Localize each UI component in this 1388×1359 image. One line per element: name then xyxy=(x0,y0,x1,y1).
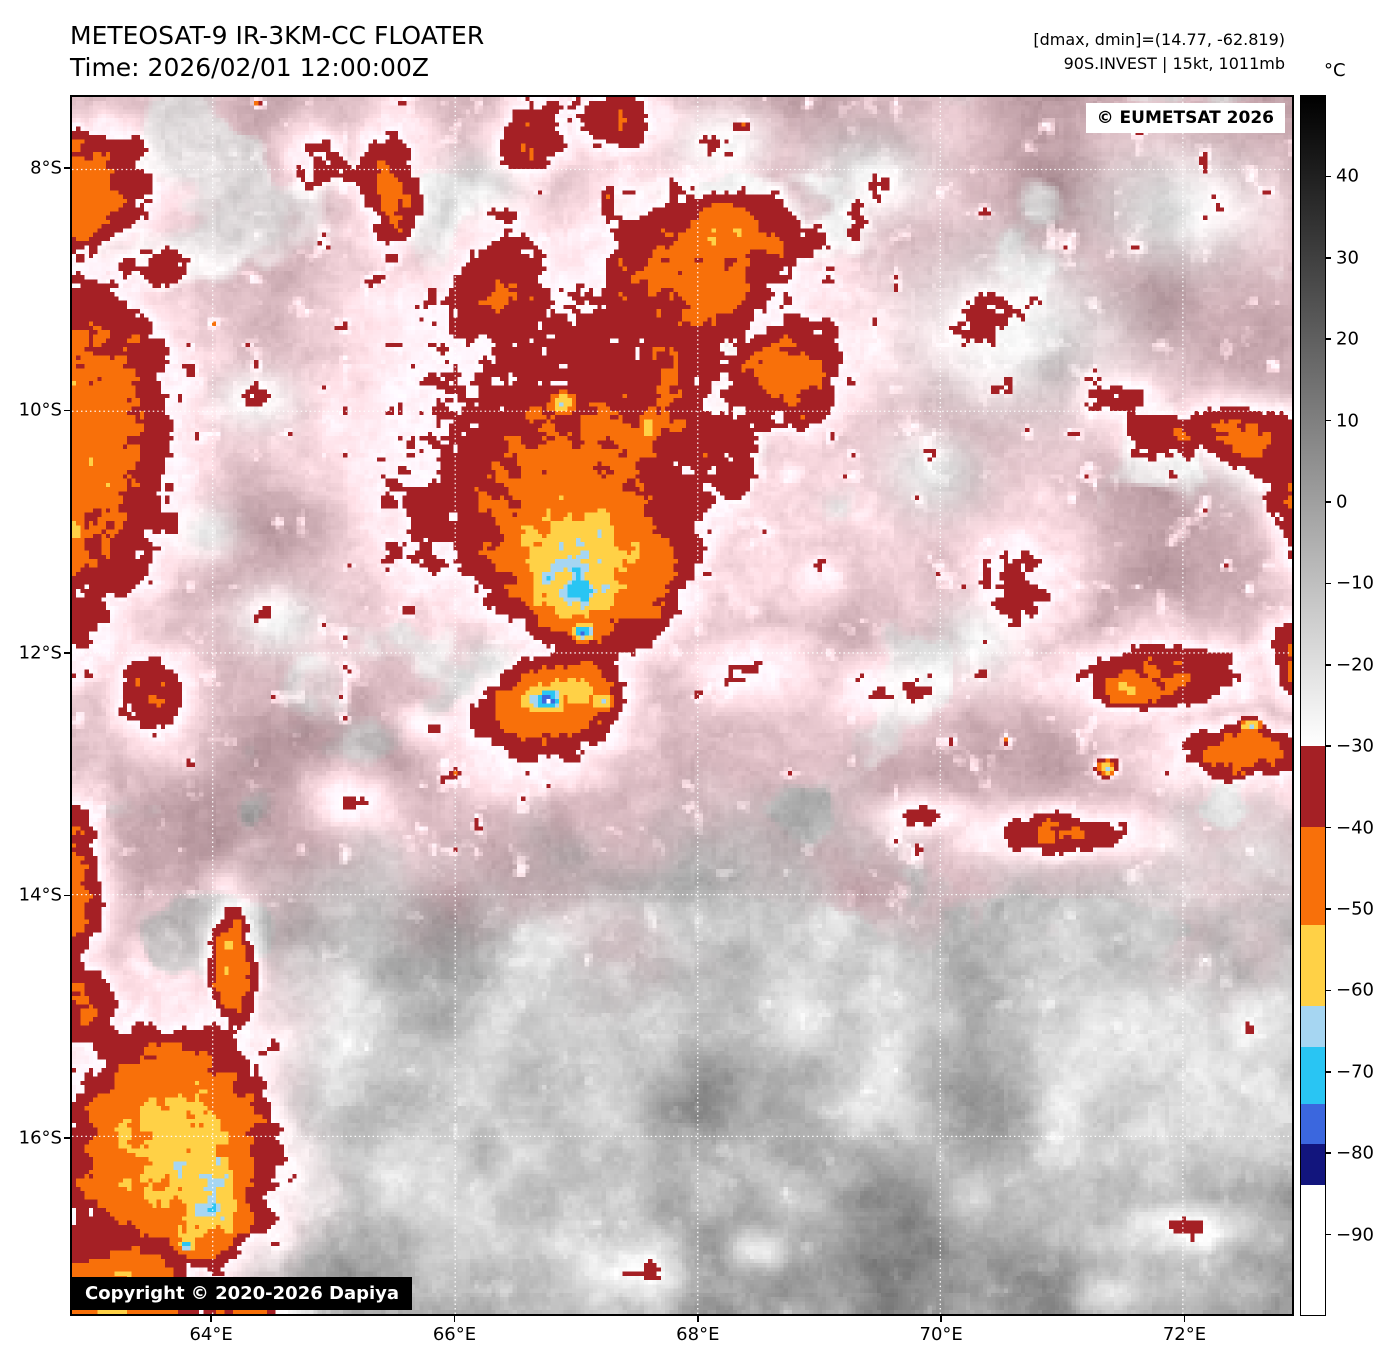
colorbar-tick-label: −30 xyxy=(1336,735,1374,757)
colorbar-tick-mark xyxy=(1326,175,1331,178)
ir-imagery-canvas xyxy=(72,97,1292,1314)
lat-tick-label: 16°S xyxy=(18,1127,62,1149)
lon-tick-mark xyxy=(1183,1316,1186,1322)
colorbar-tick-mark xyxy=(1326,1071,1331,1073)
colorbar-tick-label: −50 xyxy=(1336,898,1374,920)
colorbar-tick-mark xyxy=(1326,908,1331,910)
colorbar-tick-label: −60 xyxy=(1336,979,1374,1001)
lon-tick-label: 72°E xyxy=(1162,1324,1207,1345)
copyright-badge: Copyright © 2020-2026 Dapiya xyxy=(72,1277,413,1310)
lat-tick-mark xyxy=(64,1137,70,1139)
colorbar-segment xyxy=(1301,924,1325,1007)
storm-info-readout: 90S.INVEST | 15kt, 1011mb xyxy=(1063,54,1285,73)
colorbar-tick-label: −70 xyxy=(1336,1061,1374,1083)
lon-tick-mark xyxy=(453,1316,456,1322)
colorbar-tick-label: 20 xyxy=(1336,328,1359,350)
colorbar-tick-mark xyxy=(1326,419,1331,422)
lat-tick-mark xyxy=(64,409,70,411)
colorbar-tick-mark xyxy=(1326,664,1331,666)
eumetsat-credit-badge: © EUMETSAT 2026 xyxy=(1085,103,1285,133)
lat-tick-label: 14°S xyxy=(18,884,62,906)
colorbar-tick-mark xyxy=(1326,826,1331,829)
colorbar-tick-label: 30 xyxy=(1336,247,1359,269)
colorbar-segment xyxy=(1301,1184,1325,1315)
colorbar-segment xyxy=(1301,1144,1325,1185)
lon-tick-label: 66°E xyxy=(432,1324,477,1345)
lon-tick-mark xyxy=(940,1316,942,1322)
colorbar-tick-mark xyxy=(1326,989,1331,992)
colorbar-segment xyxy=(1301,746,1325,828)
lat-tick-label: 12°S xyxy=(18,642,62,664)
colorbar-tick-label: −40 xyxy=(1336,817,1374,839)
colorbar-segment xyxy=(1301,1103,1325,1145)
header-info-block: [dmax, dmin]=(14.77, -62.819) 90S.INVEST… xyxy=(1033,28,1285,76)
lon-tick-label: 64°E xyxy=(189,1324,233,1345)
colorbar-tick-label: 40 xyxy=(1336,165,1359,187)
colorbar-tick-label: 10 xyxy=(1336,410,1359,432)
lon-tick-mark xyxy=(697,1316,699,1322)
lon-tick-label: 70°E xyxy=(919,1324,963,1345)
colorbar-tick-mark xyxy=(1326,582,1331,585)
lon-tick-mark xyxy=(210,1316,212,1322)
title-block: METEOSAT-9 IR-3KM-CC FLOATER Time: 2026/… xyxy=(70,20,484,84)
lat-tick-label: 10°S xyxy=(18,399,62,421)
colorbar-segment xyxy=(1301,1046,1325,1104)
colorbar-tick-label: −10 xyxy=(1336,572,1374,594)
colorbar-unit-label: °C xyxy=(1324,60,1346,81)
lon-tick-label: 68°E xyxy=(676,1324,720,1345)
colorbar-tick-label: −90 xyxy=(1336,1224,1374,1246)
lat-tick-label: 8°S xyxy=(30,157,62,179)
product-time: Time: 2026/02/01 12:00:00Z xyxy=(70,53,429,82)
colorbar-tick-label: −80 xyxy=(1336,1142,1374,1164)
colorbar-tick-mark xyxy=(1326,1152,1331,1154)
colorbar-tick-label: −20 xyxy=(1336,654,1374,676)
colorbar-tick-mark xyxy=(1326,1233,1331,1236)
lat-tick-mark xyxy=(64,167,70,169)
product-title: METEOSAT-9 IR-3KM-CC FLOATER xyxy=(70,21,485,50)
lat-tick-mark xyxy=(64,894,70,896)
colorbar-tick-mark xyxy=(1326,338,1331,340)
temperature-colorbar xyxy=(1300,95,1326,1316)
colorbar-segment xyxy=(1301,1006,1325,1047)
dmax-dmin-readout: [dmax, dmin]=(14.77, -62.819) xyxy=(1033,30,1285,49)
lat-tick-mark xyxy=(64,652,70,654)
colorbar-tick-mark xyxy=(1326,501,1331,503)
colorbar-tick-label: 0 xyxy=(1336,491,1348,513)
colorbar-tick-mark xyxy=(1326,257,1331,259)
colorbar-tick-mark xyxy=(1326,745,1331,747)
satellite-map: © EUMETSAT 2026 Copyright © 2020-2026 Da… xyxy=(70,95,1294,1316)
colorbar-segment xyxy=(1301,827,1325,925)
colorbar-grayscale-segment xyxy=(1301,96,1325,747)
